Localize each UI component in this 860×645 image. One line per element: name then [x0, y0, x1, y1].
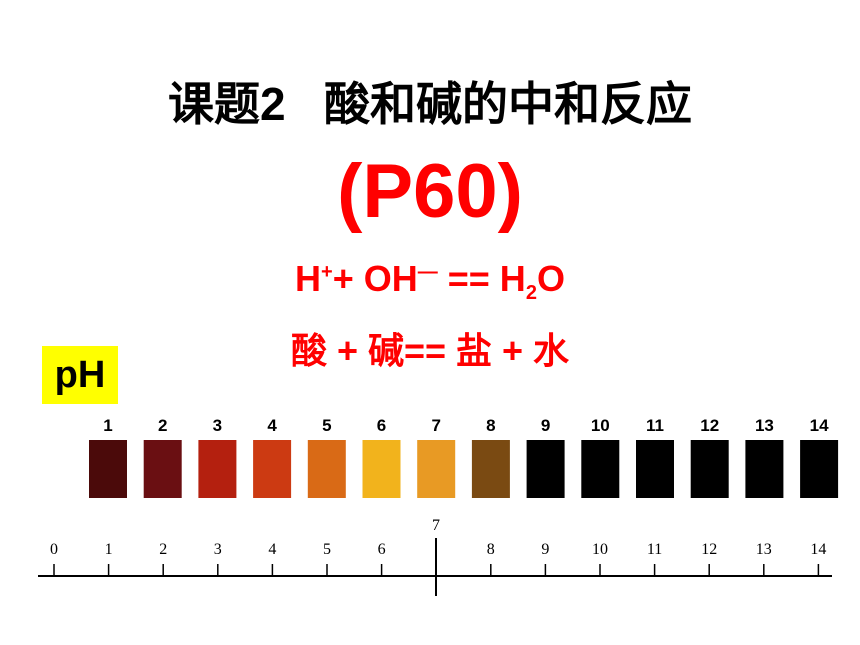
- color-swatch: [526, 440, 565, 498]
- ph-scale: 0 1 2 3 4 5 678 9 10 11 12 13 14: [38, 517, 832, 596]
- scale-label: 10: [592, 541, 608, 558]
- scale-label: 5: [323, 541, 331, 558]
- scale-label: 2: [159, 541, 167, 558]
- color-swatch: [471, 440, 510, 498]
- ph-label: pH: [42, 346, 118, 404]
- ph-color-chart: 1 2 3 4 5 6 7 8 9 10 11 12 13 14 0 1 2 3 4 5 678 9 10 11 12 13 14: [38, 416, 839, 596]
- swatch-label: 5: [322, 416, 331, 435]
- page-reference: (P60): [337, 149, 523, 234]
- swatch-label: 1: [103, 416, 112, 435]
- color-swatch: [198, 440, 237, 498]
- color-swatch: [143, 440, 182, 498]
- swatch-label: 6: [377, 416, 386, 435]
- scale-label: 9: [541, 541, 549, 558]
- swatch-label: 12: [700, 416, 719, 435]
- scale-label: 4: [268, 541, 276, 558]
- scale-label: 1: [105, 541, 113, 558]
- color-swatch: [581, 440, 620, 498]
- ph-swatches: 1 2 3 4 5 6 7 8 9 10 11 12 13 14: [89, 416, 839, 498]
- scale-label: 14: [810, 541, 826, 558]
- swatch-label: 7: [431, 416, 440, 435]
- color-swatch: [362, 440, 401, 498]
- swatch-label: 11: [646, 416, 664, 435]
- eq-equals-h: == H: [437, 258, 526, 299]
- scale-label: 12: [701, 541, 717, 558]
- swatch-label: 13: [755, 416, 774, 435]
- scale-label: 7: [432, 517, 440, 534]
- slide-title: 课题2 酸和碱的中和反应: [168, 78, 692, 130]
- eq-o: O: [536, 258, 565, 299]
- eq-subscript: 2: [525, 282, 537, 305]
- color-swatch: [253, 440, 292, 498]
- ionic-equation: H++ OH— == H2O: [0, 258, 860, 305]
- swatch-label: 3: [213, 416, 222, 435]
- eq-oh-charge: —: [417, 261, 438, 283]
- scale-label: 8: [487, 541, 495, 558]
- swatch-label: 9: [541, 416, 550, 435]
- color-swatch: [800, 440, 839, 498]
- color-swatch: [745, 440, 784, 498]
- swatch-label: 2: [158, 416, 167, 435]
- swatch-label: 4: [267, 416, 277, 435]
- scale-label: 13: [756, 541, 772, 558]
- eq-h-charge: +: [321, 261, 333, 283]
- eq-h: H: [295, 258, 322, 299]
- scale-label: 0: [50, 541, 58, 558]
- scale-label: 11: [647, 541, 662, 558]
- color-swatch: [636, 440, 674, 498]
- swatch-label: 8: [486, 416, 495, 435]
- scale-label: 3: [214, 541, 222, 558]
- eq-oh: + OH: [332, 258, 418, 299]
- swatch-label: 10: [591, 416, 610, 435]
- scale-label: 6: [378, 541, 386, 558]
- word-equation: 酸 + 碱== 盐 + 水: [290, 330, 570, 371]
- color-swatch: [307, 440, 346, 498]
- color-swatch: [417, 440, 456, 498]
- swatch-label: 14: [810, 416, 829, 435]
- color-swatch: [89, 440, 127, 498]
- color-swatch: [690, 440, 729, 498]
